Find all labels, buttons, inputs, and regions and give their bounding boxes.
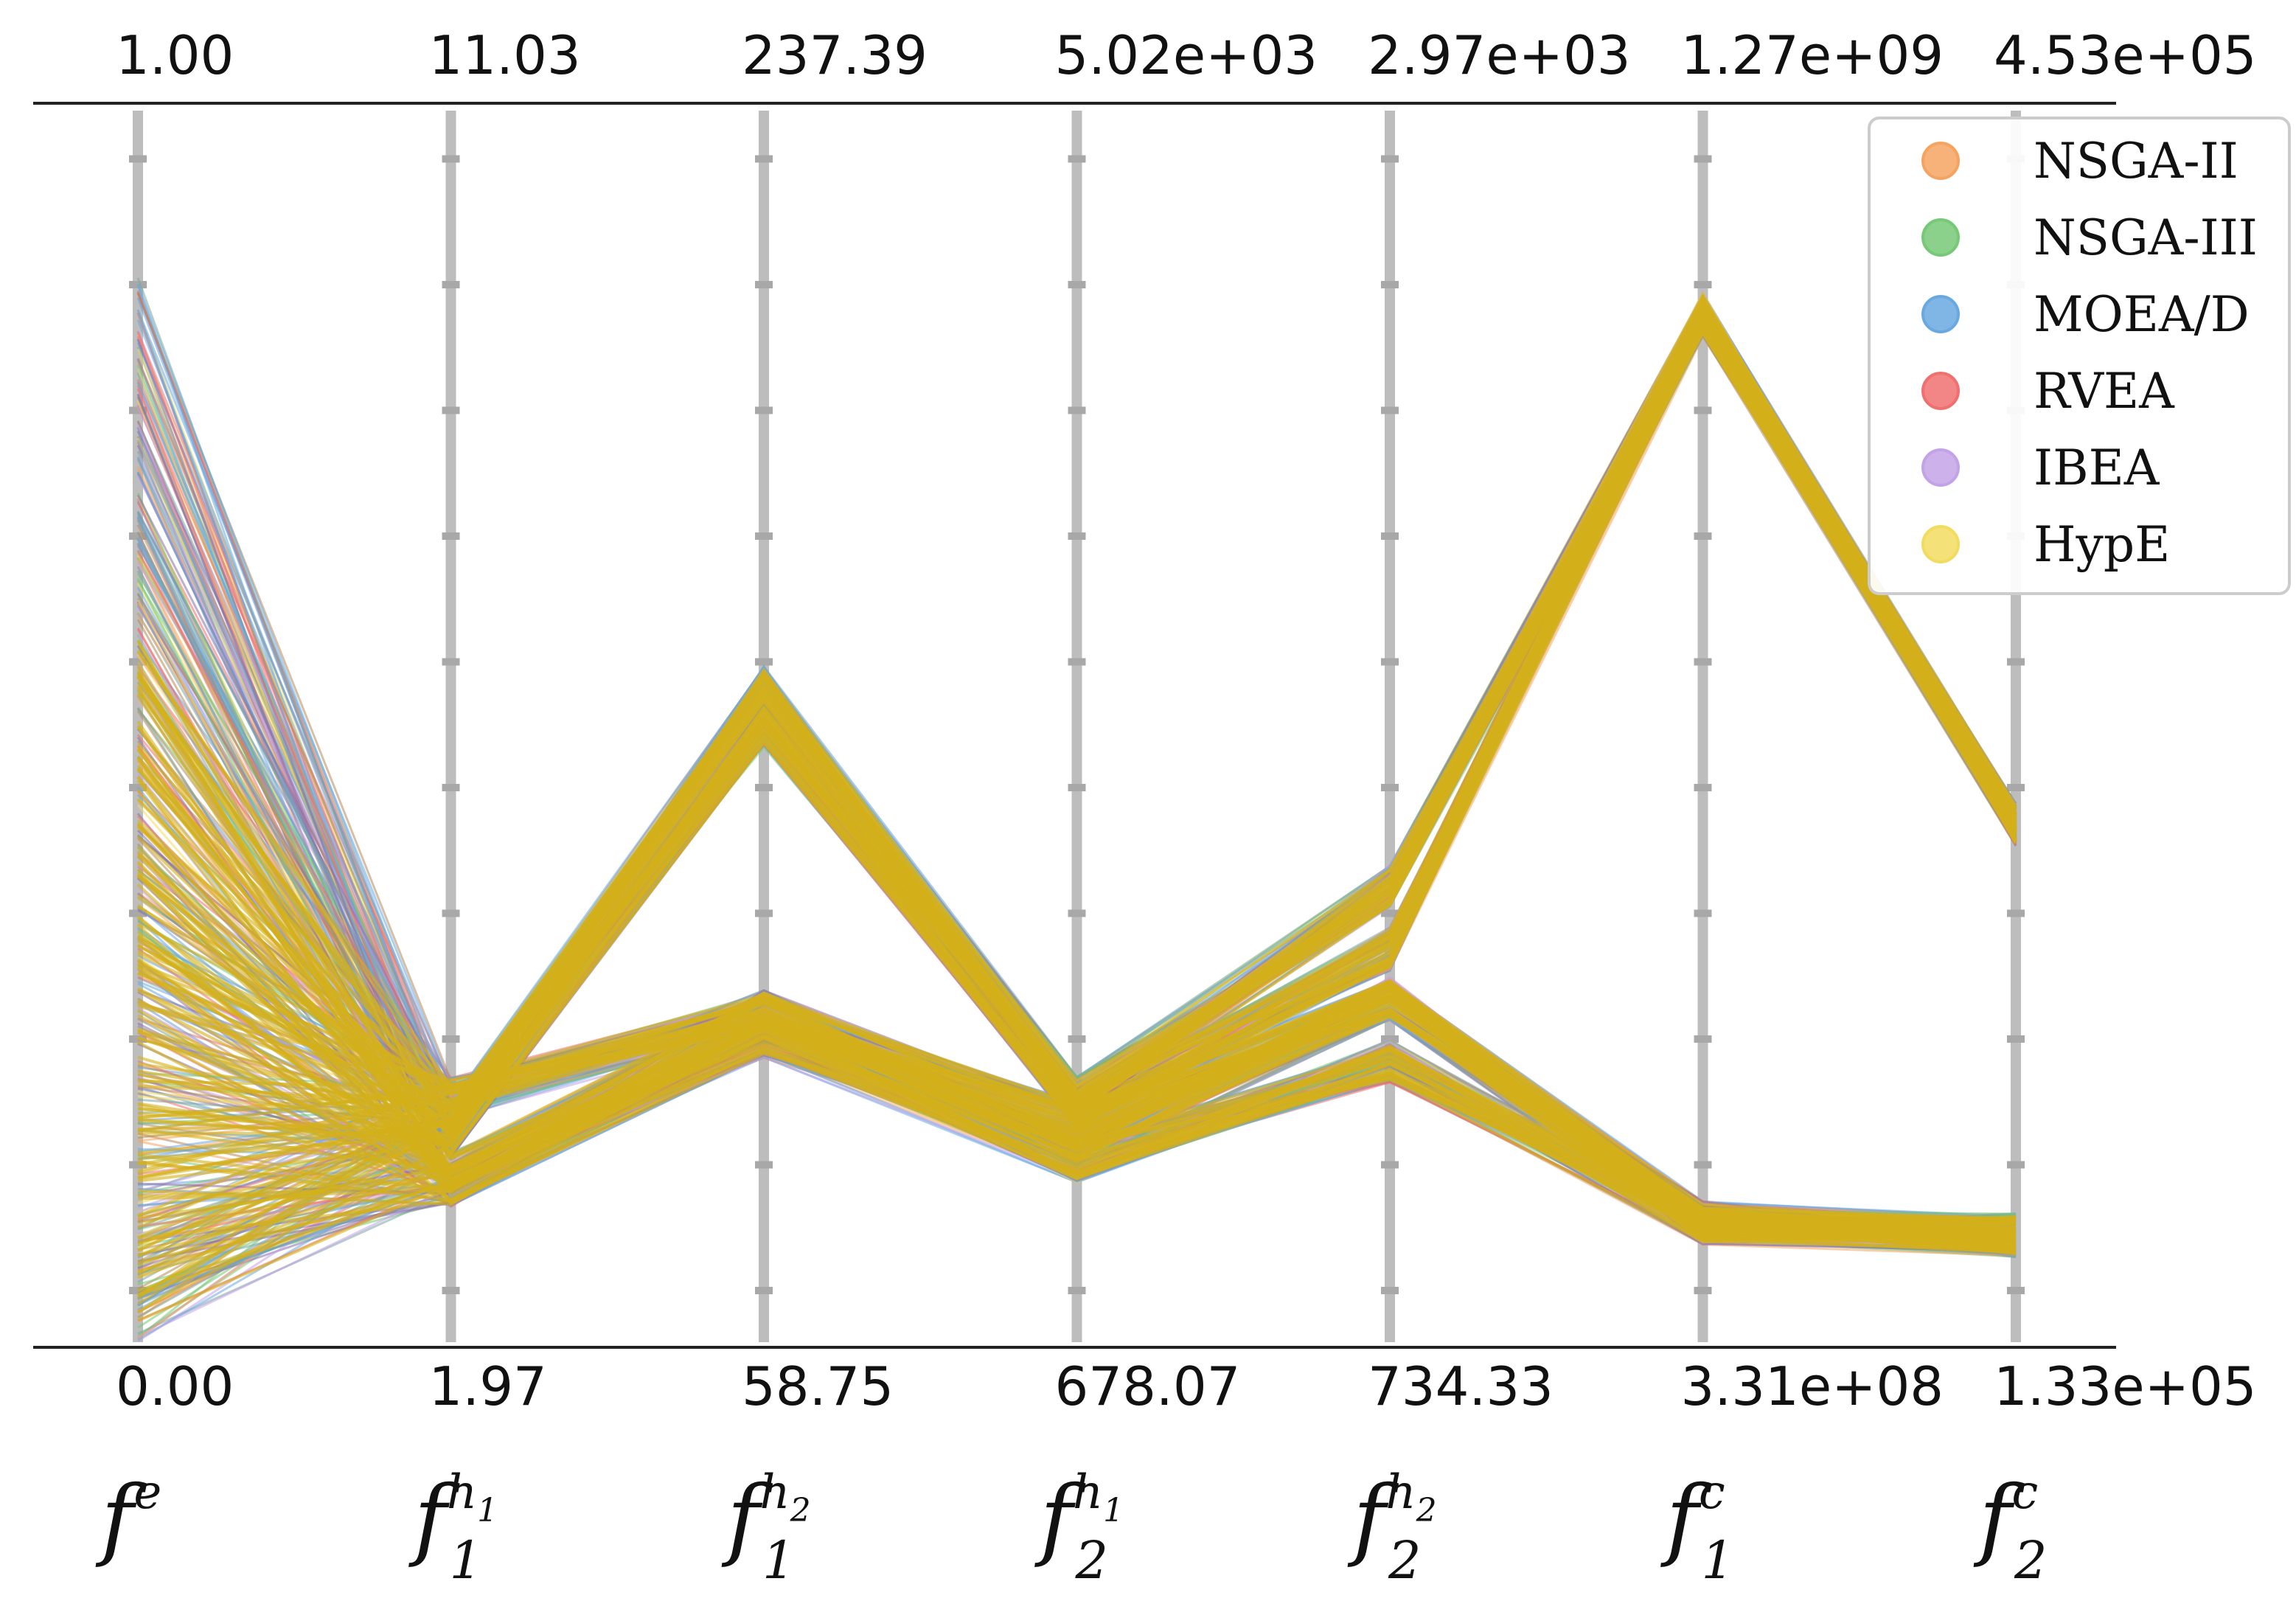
axis-max-label-f2c: 4.53e+05 (1994, 24, 2257, 86)
legend-label: NSGA-III (2034, 209, 2258, 266)
legend-label: HypE (2034, 516, 2170, 573)
legend-label: NSGA-II (2034, 133, 2238, 190)
axis-max-label-f1h2: 237.39 (742, 24, 928, 86)
frame-layer (33, 102, 2116, 1349)
axis-min-label-fe: 0.00 (116, 1355, 234, 1417)
axis-name-sub-f2h2: 2 (1388, 1530, 1422, 1591)
data-polyline (137, 995, 2017, 1232)
polylines-layer (136, 277, 2017, 1343)
legend-marker (1921, 218, 1960, 257)
axis-name-sup: h (447, 1465, 477, 1520)
axis-name-sup: e (133, 1465, 161, 1520)
axis-max-label-f1h1: 11.03 (429, 24, 581, 86)
axis-name-sub-f1c: 1 (1702, 1530, 1735, 1591)
axis-name-sub-f2h1: 2 (1075, 1530, 1109, 1591)
legend-marker (1921, 295, 1960, 333)
data-polyline (136, 914, 2017, 1227)
axis-name-sup-sub: 1 (477, 1492, 498, 1529)
axis-name-sub-f1h2: 1 (762, 1530, 796, 1591)
axis-name-f1c: fc (1660, 1465, 1725, 1570)
data-polyline (137, 301, 2017, 1148)
axis-name-sup: c (1699, 1465, 1725, 1520)
axis-max-label-f1c: 1.27e+09 (1681, 24, 1944, 86)
axis-max-label-fe: 1.00 (116, 24, 234, 86)
axis-name-sup: h (759, 1465, 790, 1520)
data-polyline (136, 875, 2017, 1241)
legend-label: IBEA (2034, 440, 2160, 496)
legend-box (1868, 117, 2291, 595)
axis-name-sup: h (1073, 1465, 1103, 1520)
axis-min-label-f1h1: 1.97 (429, 1355, 547, 1417)
legend-marker (1921, 525, 1960, 563)
data-polyline (137, 317, 2017, 1136)
legend-marker (1921, 372, 1960, 410)
axis-min-label-f2h1: 678.07 (1055, 1355, 1241, 1417)
axis-name-sup: c (2011, 1465, 2038, 1520)
axis-max-label-f2h1: 5.02e+03 (1055, 24, 1318, 86)
legend-marker (1921, 142, 1960, 180)
axis-name-sup: h (1385, 1465, 1416, 1520)
data-polyline (137, 982, 2017, 1240)
axis-name-fe: fe (95, 1465, 161, 1570)
legend-marker (1921, 448, 1960, 487)
axis-name-sup-sub: 2 (1416, 1492, 1437, 1529)
axis-name-f2h2: fh2 (1347, 1465, 1437, 1570)
axis-min-label-f1h2: 58.75 (742, 1355, 894, 1417)
data-polyline (136, 895, 2017, 1234)
axis-max-label-f2h2: 2.97e+03 (1368, 24, 1631, 86)
axis-min-label-f1c: 3.31e+08 (1681, 1355, 1944, 1417)
axis-name-sub-f1h1: 1 (450, 1530, 483, 1591)
axis-name-f1h2: fh2 (721, 1465, 811, 1570)
axis-name-sup-sub: 1 (1103, 1492, 1124, 1529)
legend-label: RVEA (2034, 363, 2175, 420)
axis-name-sup-sub: 2 (790, 1492, 811, 1529)
axis-min-label-f2c: 1.33e+05 (1994, 1355, 2257, 1417)
axis-min-label-f2h2: 734.33 (1368, 1355, 1554, 1417)
axis-name-sub-f2c: 2 (2014, 1530, 2048, 1591)
legend-label: MOEA/D (2034, 286, 2250, 343)
data-polyline (136, 327, 2017, 1133)
labels-layer: 1.000.00fe11.031.97fh11237.3958.75fh215.… (95, 24, 2257, 1591)
legend: NSGA-II NSGA-III MOEA/D RVEA IBEA HypE (1868, 117, 2291, 595)
